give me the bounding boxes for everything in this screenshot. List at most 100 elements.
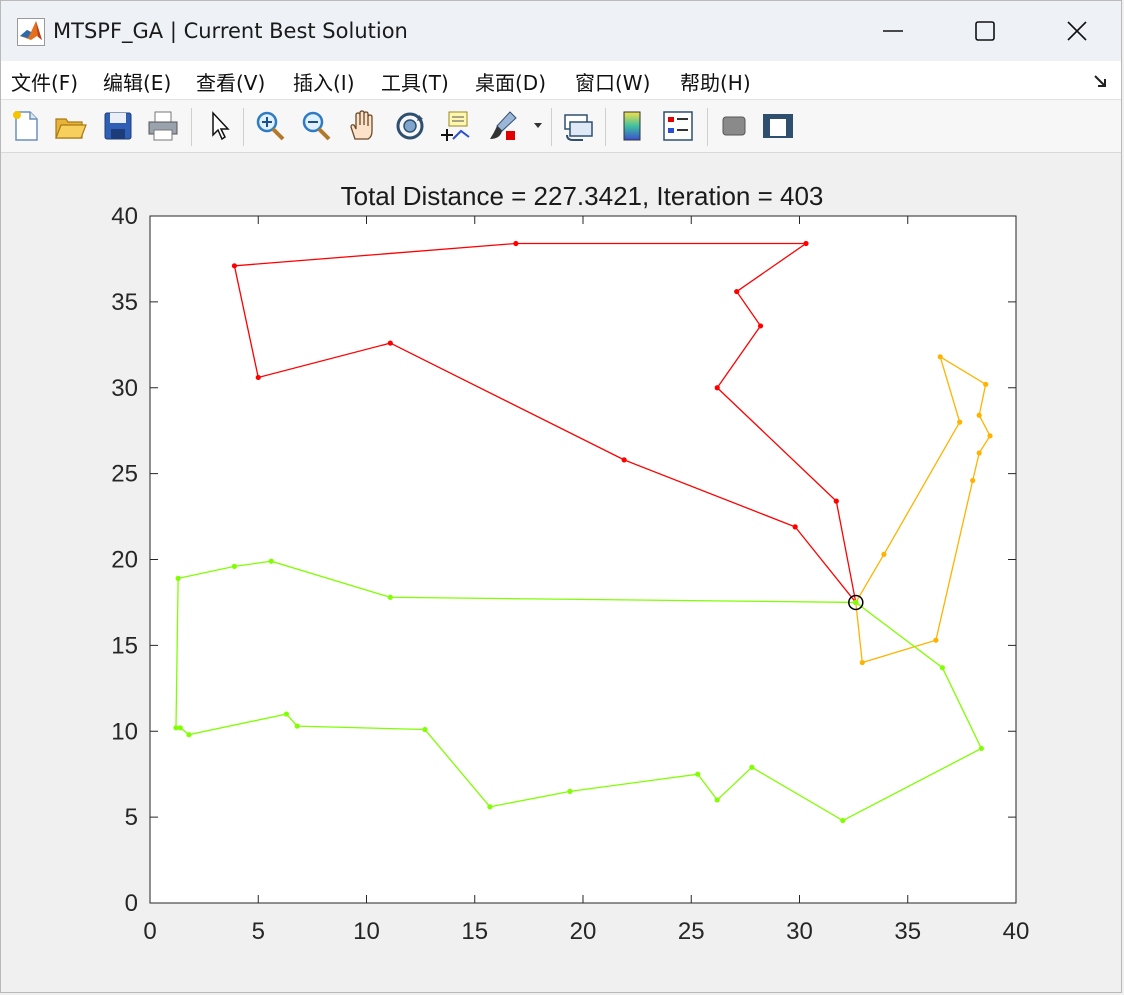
minimize-button[interactable] — [847, 1, 939, 61]
route-point — [749, 764, 755, 770]
x-tick-label: 5 — [252, 918, 265, 945]
x-tick-label: 35 — [894, 918, 921, 945]
maximize-icon — [975, 21, 995, 41]
pan-hand-icon[interactable] — [346, 109, 380, 143]
route-point — [268, 558, 274, 564]
menu-edit[interactable]: 编辑(E) — [103, 71, 172, 95]
route-point — [937, 354, 943, 360]
route-point — [933, 637, 939, 643]
figure-toolbar — [1, 100, 1121, 153]
route-point — [422, 726, 428, 733]
route-point — [487, 804, 493, 810]
minimize-icon — [883, 30, 903, 32]
route-point — [976, 412, 982, 418]
zoom-in-icon[interactable] — [253, 109, 287, 143]
toolbar-separator — [605, 108, 606, 146]
colorbar-icon[interactable] — [615, 109, 649, 143]
zoom-out-icon[interactable] — [299, 109, 333, 143]
y-tick-label: 0 — [125, 890, 138, 917]
route-point — [621, 457, 627, 463]
route-point — [976, 450, 982, 456]
close-icon — [1067, 21, 1087, 41]
menu-tools[interactable]: 工具(T) — [381, 71, 449, 95]
window-title: MTSPF_GA | Current Best Solution — [53, 19, 408, 43]
depot-marker-layer — [848, 594, 864, 611]
new-figure-icon[interactable] — [9, 109, 43, 143]
title-bar[interactable]: MTSPF_GA | Current Best Solution — [1, 1, 1121, 61]
route-point — [283, 711, 289, 717]
x-tick-label: 30 — [786, 918, 813, 945]
pointer-icon[interactable] — [203, 109, 237, 143]
route-plot[interactable]: Total Distance = 227.3421, Iteration = 4… — [5, 153, 1119, 991]
route-point — [231, 263, 238, 269]
link-plot-icon[interactable] — [561, 109, 595, 143]
axes-box — [149, 215, 1017, 904]
route-point — [513, 240, 519, 247]
toolbar-separator — [191, 108, 192, 146]
toolbar-separator — [551, 108, 552, 146]
route-point — [177, 725, 183, 731]
route-point — [714, 385, 720, 391]
menu-window[interactable]: 窗口(W) — [575, 71, 651, 95]
route-point — [803, 240, 809, 247]
maximize-button[interactable] — [939, 1, 1031, 61]
route-point — [175, 575, 181, 581]
routes — [173, 240, 993, 824]
x-tick-label: 25 — [678, 918, 705, 945]
route-point — [792, 524, 798, 530]
menu-dock-arrow-icon[interactable] — [1093, 73, 1109, 89]
x-tick-label: 15 — [461, 918, 488, 945]
menu-insert[interactable]: 插入(I) — [293, 71, 355, 95]
route-point — [387, 594, 393, 600]
rotate-3d-icon[interactable] — [393, 109, 427, 143]
y-tick-label: 35 — [111, 289, 138, 316]
route-point — [186, 732, 192, 738]
print-icon[interactable] — [146, 109, 180, 143]
route-point — [757, 323, 764, 329]
route-point — [231, 563, 238, 569]
depot-marker — [848, 594, 864, 611]
matlab-logo-icon — [17, 18, 45, 46]
route-point — [987, 433, 993, 439]
y-tick-label: 5 — [125, 804, 138, 831]
open-file-icon[interactable] — [53, 109, 87, 143]
chevron-down-icon[interactable] — [531, 109, 545, 143]
hide-plot-tools-icon[interactable] — [717, 109, 751, 143]
route-point — [833, 498, 839, 504]
menu-bar: 文件(F) 编辑(E) 查看(V) 插入(I) 工具(T) 桌面(D) 窗口(W… — [1, 61, 1121, 100]
x-tick-label: 10 — [353, 918, 380, 945]
figure-canvas: Total Distance = 227.3421, Iteration = 4… — [5, 153, 1119, 991]
toolbar-separator — [707, 108, 708, 146]
route-point — [978, 745, 984, 752]
toolbar-separator — [243, 108, 244, 146]
route-point — [567, 788, 573, 794]
x-tick-label: 20 — [570, 918, 597, 945]
y-tick-label: 40 — [111, 203, 138, 230]
menu-desktop[interactable]: 桌面(D) — [475, 71, 547, 95]
route-point — [881, 551, 887, 557]
route-point — [695, 771, 701, 777]
y-tick-label: 25 — [111, 461, 138, 488]
menu-help[interactable]: 帮助(H) — [680, 71, 751, 95]
route-point — [957, 419, 963, 425]
data-cursor-icon[interactable] — [439, 109, 473, 143]
x-tick-label: 40 — [1003, 918, 1030, 945]
y-tick-label: 10 — [111, 718, 138, 745]
route-line-3 — [175, 560, 983, 822]
close-button[interactable] — [1031, 1, 1123, 61]
legend-icon[interactable] — [661, 109, 695, 143]
x-tick-label: 0 — [143, 918, 156, 945]
route-point — [734, 288, 740, 295]
route-point — [294, 723, 300, 729]
brush-icon[interactable] — [486, 109, 520, 143]
menu-file[interactable]: 文件(F) — [11, 71, 79, 95]
route-line-2 — [855, 355, 991, 664]
menu-view[interactable]: 查看(V) — [196, 71, 266, 95]
show-plot-tools-icon[interactable] — [761, 109, 795, 143]
plot-title: Total Distance = 227.3421, Iteration = 4… — [341, 181, 824, 211]
route-point — [387, 340, 393, 346]
save-icon[interactable] — [101, 109, 135, 143]
route-point — [939, 665, 945, 671]
route-point — [714, 797, 720, 803]
